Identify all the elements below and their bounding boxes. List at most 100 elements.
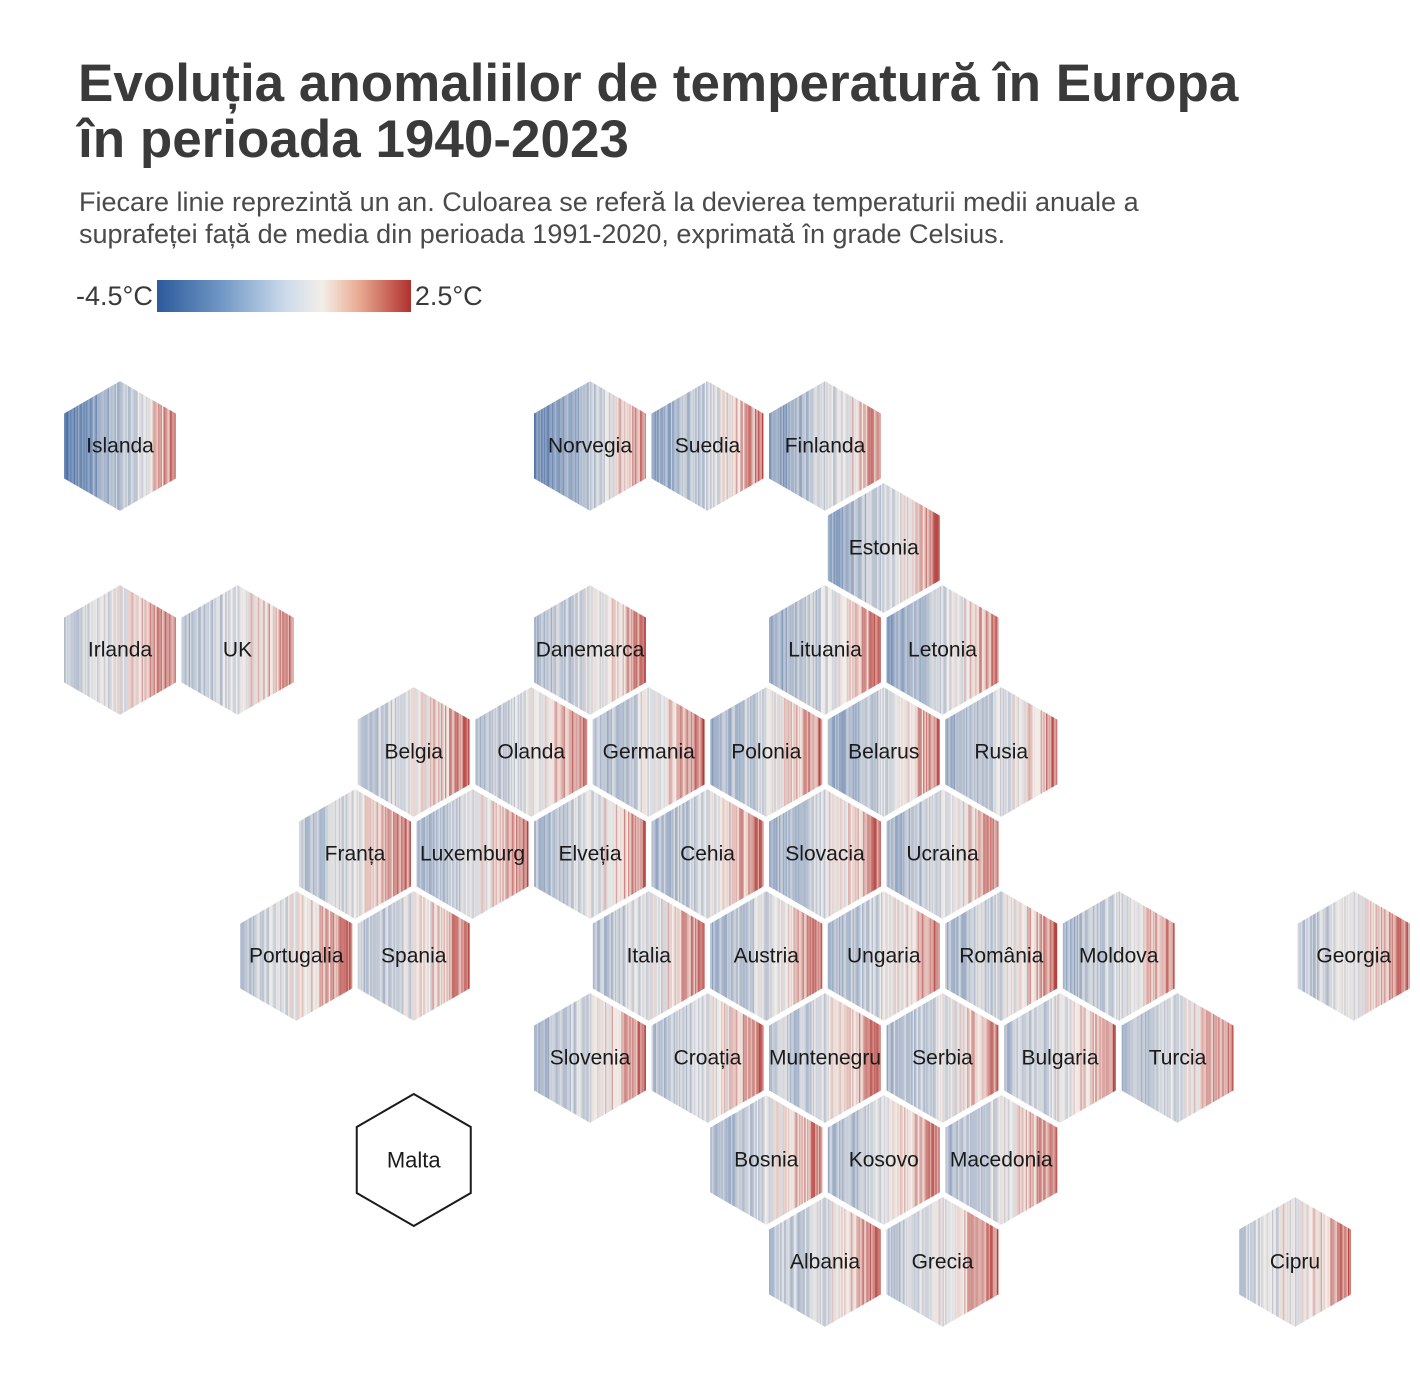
year-stripe-1977 xyxy=(583,380,585,512)
year-stripe-2013 xyxy=(749,380,752,512)
year-stripe-1945 xyxy=(598,890,601,1022)
year-stripe-2022 xyxy=(1114,992,1117,1124)
year-stripe-1972 xyxy=(1046,992,1049,1124)
hex-ungaria: Ungaria xyxy=(825,888,942,1024)
year-stripe-1945 xyxy=(716,686,718,818)
year-stripe-1958 xyxy=(87,584,90,716)
year-stripe-1960 xyxy=(560,788,562,920)
year-stripe-1963 xyxy=(94,584,96,716)
year-stripe-1973 xyxy=(695,992,698,1124)
year-stripe-1996 xyxy=(844,788,846,920)
year-stripe-1991 xyxy=(660,686,663,818)
year-stripe-1994 xyxy=(606,584,609,716)
year-stripe-1975 xyxy=(463,788,465,920)
year-stripe-1959 xyxy=(441,788,444,920)
year-stripe-1995 xyxy=(960,992,962,1124)
hex-label: Ungaria xyxy=(847,945,921,968)
year-stripe-2002 xyxy=(852,584,854,716)
year-stripe-2020 xyxy=(1111,992,1114,1124)
year-stripe-1954 xyxy=(787,992,789,1124)
year-stripe-1984 xyxy=(592,584,595,716)
year-stripe-2008 xyxy=(1330,1196,1333,1328)
year-stripe-2014 xyxy=(1044,1094,1047,1226)
year-stripe-1973 xyxy=(225,584,228,716)
year-stripe-2000 xyxy=(1201,992,1204,1124)
year-stripe-1961 xyxy=(91,584,94,716)
year-stripe-1998 xyxy=(141,380,144,512)
year-stripe-2006 xyxy=(857,584,860,716)
year-stripe-1972 xyxy=(576,380,579,512)
year-stripe-1949 xyxy=(897,584,900,716)
year-stripe-1972 xyxy=(458,788,461,920)
year-stripe-1987 xyxy=(831,584,834,716)
year-stripe-1959 xyxy=(911,1196,914,1328)
year-stripe-1943 xyxy=(67,584,69,716)
year-stripe-2003 xyxy=(501,788,503,920)
year-stripe-1998 xyxy=(787,1094,790,1226)
year-stripe-1963 xyxy=(799,1196,801,1328)
year-stripe-1958 xyxy=(968,890,971,1022)
year-stripe-2012 xyxy=(395,788,398,920)
year-stripe-2012 xyxy=(278,584,280,716)
year-stripe-1944 xyxy=(538,992,541,1124)
year-stripe-1978 xyxy=(290,890,293,1022)
year-stripe-2017 xyxy=(461,686,464,818)
year-stripe-1993 xyxy=(722,992,725,1124)
year-stripe-1992 xyxy=(779,1094,782,1226)
year-stripe-2010 xyxy=(628,992,630,1124)
year-stripe-1943 xyxy=(595,890,598,1022)
year-stripe-1958 xyxy=(1086,890,1088,1022)
year-stripe-1959 xyxy=(382,890,385,1022)
year-stripe-2011 xyxy=(629,584,632,716)
year-stripe-1967 xyxy=(980,890,983,1022)
year-stripe-1977 xyxy=(700,992,703,1124)
year-stripe-1961 xyxy=(855,482,858,614)
year-stripe-1983 xyxy=(591,992,594,1124)
year-stripe-1951 xyxy=(547,584,550,716)
year-stripe-2008 xyxy=(507,788,510,920)
year-stripe-1951 xyxy=(606,890,609,1022)
year-stripe-1960 xyxy=(325,788,327,920)
year-stripe-2012 xyxy=(983,584,985,716)
year-stripe-2021 xyxy=(1054,1094,1056,1226)
year-stripe-1990 xyxy=(835,380,838,512)
year-stripe-1974 xyxy=(344,788,346,920)
year-stripe-1949 xyxy=(780,992,782,1124)
year-stripe-1977 xyxy=(994,1094,997,1226)
year-stripe-1980 xyxy=(881,686,883,818)
year-stripe-2022 xyxy=(996,1196,999,1328)
year-stripe-2015 xyxy=(282,584,285,716)
year-stripe-1978 xyxy=(467,788,469,920)
year-stripe-1950 xyxy=(840,686,843,818)
year-stripe-1944 xyxy=(479,686,482,818)
year-stripe-1980 xyxy=(587,992,590,1124)
year-stripe-1976 xyxy=(1345,890,1348,1022)
year-stripe-2014 xyxy=(868,1196,871,1328)
year-stripe-1947 xyxy=(601,686,604,818)
year-stripe-1995 xyxy=(901,1094,904,1226)
year-stripe-1955 xyxy=(494,686,497,818)
year-stripe-1961 xyxy=(620,686,623,818)
year-stripe-2005 xyxy=(856,788,858,920)
hex-label: Luxemburg xyxy=(420,843,525,866)
year-stripe-1957 xyxy=(438,788,441,920)
year-stripe-1958 xyxy=(439,788,442,920)
year-stripe-2000 xyxy=(849,992,852,1124)
year-stripe-1978 xyxy=(349,788,352,920)
year-stripe-2015 xyxy=(1398,890,1401,1022)
year-stripe-1979 xyxy=(585,380,588,512)
year-stripe-1957 xyxy=(967,1094,970,1226)
year-stripe-2015 xyxy=(987,992,990,1124)
year-stripe-1996 xyxy=(1137,890,1140,1022)
year-stripe-1958 xyxy=(851,482,853,614)
year-stripe-1992 xyxy=(133,584,136,716)
year-stripe-2016 xyxy=(694,890,697,1022)
year-stripe-2001 xyxy=(1027,1094,1029,1226)
year-stripe-2009 xyxy=(391,788,394,920)
year-stripe-1985 xyxy=(417,890,420,1022)
year-stripe-2022 xyxy=(879,788,882,920)
year-stripe-2016 xyxy=(577,686,580,818)
year-stripe-1967 xyxy=(687,788,689,920)
year-stripe-1993 xyxy=(546,686,548,818)
year-stripe-2009 xyxy=(450,686,453,818)
